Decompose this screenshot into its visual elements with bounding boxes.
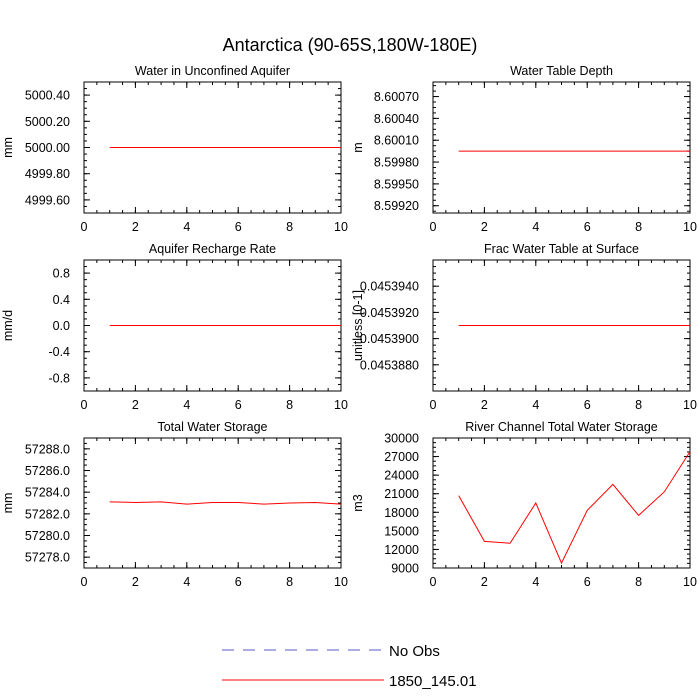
x-tick-label: 10 <box>683 575 697 589</box>
y-tick-label: 57280.0 <box>25 529 70 543</box>
y-tick-label: 9000 <box>391 562 419 576</box>
y-axis-label: m3 <box>351 494 365 511</box>
x-tick-label: 10 <box>334 575 348 589</box>
x-tick-label: 4 <box>532 220 539 234</box>
x-tick-label: 2 <box>481 398 488 412</box>
y-tick-label: 18000 <box>384 506 419 520</box>
x-tick-label: 6 <box>584 220 591 234</box>
y-tick-label: 5000.40 <box>25 89 70 103</box>
y-tick-label: 5000.00 <box>25 141 70 155</box>
x-tick-label: 2 <box>132 398 139 412</box>
y-axis-label: unitless [0-1] <box>351 290 365 361</box>
x-tick-label: 4 <box>183 398 190 412</box>
x-tick-label: 4 <box>183 220 190 234</box>
y-tick-label: 57282.0 <box>25 507 70 521</box>
legend: No Obs 1850_145.01 <box>222 643 477 690</box>
chart-panel-6: River Channel Total Water Storage 0 2 4 6 8 10… <box>351 420 697 589</box>
x-tick-label: 10 <box>683 220 697 234</box>
y-tick-label: 8.59980 <box>374 156 419 170</box>
y-tick-label: 0.8 <box>53 267 70 281</box>
y-tick-label: 24000 <box>384 469 419 483</box>
x-tick-label: 0 <box>430 575 437 589</box>
panel-title: Frac Water Table at Surface <box>484 242 639 256</box>
chart-panel-2: Water Table Depth 0 2 4 6 8 10 8.59920 8.59950 8.… <box>351 64 697 234</box>
x-tick-label: 8 <box>635 220 642 234</box>
x-tick-label: 6 <box>235 575 242 589</box>
chart-panel-1: Water in Unconfined Aquifer 0 2 4 6 8 10 4999.6… <box>1 64 348 234</box>
x-tick-label: 6 <box>584 398 591 412</box>
y-tick-label: 15000 <box>384 524 419 538</box>
x-tick-label: 4 <box>532 398 539 412</box>
y-tick-label: -0.8 <box>48 371 70 385</box>
x-tick-label: 8 <box>635 398 642 412</box>
panel-title: Aquifer Recharge Rate <box>149 242 276 256</box>
y-tick-label: 0.0453880 <box>360 358 419 372</box>
x-tick-label: 10 <box>334 220 348 234</box>
y-axis-label: mm <box>1 137 15 158</box>
y-tick-label: 0.0 <box>53 319 70 333</box>
y-axis-label: m <box>351 142 365 152</box>
y-tick-label: 57286.0 <box>25 464 70 478</box>
panel-title: Water in Unconfined Aquifer <box>135 64 290 78</box>
x-tick-label: 8 <box>635 575 642 589</box>
x-tick-label: 2 <box>481 575 488 589</box>
y-axis-label: mm <box>1 493 15 514</box>
x-tick-label: 4 <box>183 575 190 589</box>
x-tick-label: 6 <box>235 220 242 234</box>
x-tick-label: 8 <box>286 575 293 589</box>
x-tick-label: 0 <box>81 575 88 589</box>
y-tick-label: 21000 <box>384 487 419 501</box>
panel-title: River Channel Total Water Storage <box>465 420 658 434</box>
y-tick-label: 5000.20 <box>25 115 70 129</box>
x-tick-label: 8 <box>286 220 293 234</box>
legend-label-1850: 1850_145.01 <box>389 673 477 690</box>
series-line <box>458 451 691 565</box>
panel-title: Water Table Depth <box>510 64 613 78</box>
x-tick-label: 10 <box>683 398 697 412</box>
y-tick-label: 4999.80 <box>25 167 70 181</box>
figure-title: Antarctica (90-65S,180W-180E) <box>223 35 478 55</box>
y-tick-label: 8.60010 <box>374 134 419 148</box>
y-tick-label: 0.0453940 <box>360 280 419 294</box>
x-tick-label: 2 <box>481 220 488 234</box>
y-tick-label: 57278.0 <box>25 551 70 565</box>
x-tick-label: 2 <box>132 575 139 589</box>
x-tick-label: 2 <box>132 220 139 234</box>
y-tick-label: 57288.0 <box>25 442 70 456</box>
y-tick-label: 0.0453920 <box>360 306 419 320</box>
chart-panel-3: Aquifer Recharge Rate 0 2 4 6 8 10 -0.8 -0.4 0.0 0… <box>1 242 348 412</box>
x-tick-label: 10 <box>334 398 348 412</box>
y-tick-label: 8.59950 <box>374 177 419 191</box>
y-tick-label: 8.60040 <box>374 112 419 126</box>
x-tick-label: 0 <box>430 398 437 412</box>
panels: Water in Unconfined Aquifer 0 2 4 6 8 10 4999.6… <box>1 64 697 589</box>
y-tick-label: 57284.0 <box>25 486 70 500</box>
y-tick-label: 0.4 <box>53 293 70 307</box>
panel-title: Total Water Storage <box>157 420 267 434</box>
series-line <box>109 501 342 505</box>
x-tick-label: 4 <box>532 575 539 589</box>
y-tick-label: 4999.60 <box>25 193 70 207</box>
y-axis-label: mm/d <box>1 310 15 341</box>
y-tick-label: -0.4 <box>48 345 70 359</box>
y-tick-label: 30000 <box>384 432 419 446</box>
y-tick-label: 8.60070 <box>374 90 419 104</box>
plot-frame <box>432 81 691 214</box>
y-tick-label: 27000 <box>384 450 419 464</box>
x-tick-label: 6 <box>235 398 242 412</box>
chart-panel-4: Frac Water Table at Surface 0 2 4 6 8 10 0.0453… <box>351 242 697 412</box>
y-tick-label: 8.59920 <box>374 199 419 213</box>
x-tick-label: 6 <box>584 575 591 589</box>
y-tick-label: 0.0453900 <box>360 332 419 346</box>
legend-label-no-obs: No Obs <box>389 643 440 660</box>
x-tick-label: 0 <box>430 220 437 234</box>
x-tick-label: 0 <box>81 220 88 234</box>
x-tick-label: 8 <box>286 398 293 412</box>
x-tick-label: 0 <box>81 398 88 412</box>
y-tick-label: 12000 <box>384 543 419 557</box>
chart-panel-5: Total Water Storage 0 2 4 6 8 10 57278.0 57280.0… <box>1 420 348 589</box>
